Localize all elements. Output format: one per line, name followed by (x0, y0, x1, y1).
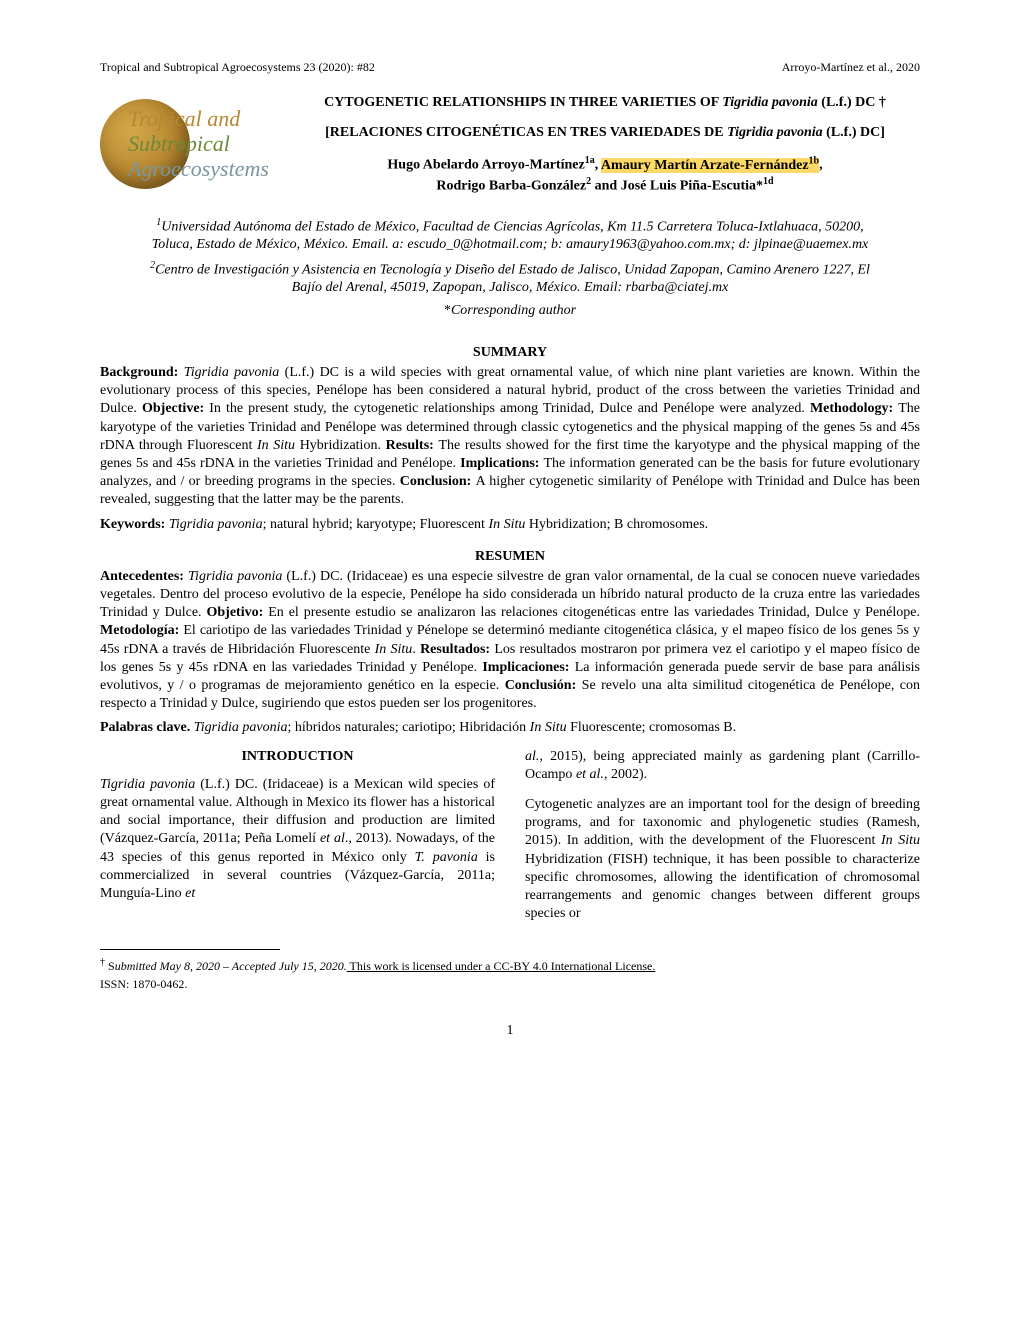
keywords-es: Palabras clave. Tigridia pavonia; híbrid… (100, 719, 920, 737)
running-header: Tropical and Subtropical Agroecosystems … (100, 60, 920, 76)
affiliation-2: 2Centro de Investigación y Asistencia en… (140, 259, 880, 298)
resumen-body: Antecedentes: Tigridia pavonia (L.f.) DC… (100, 568, 920, 714)
summary-heading: SUMMARY (100, 344, 920, 362)
intro-p1-cont: al., 2015), being appreciated mainly as … (525, 748, 920, 784)
intro-heading: INTRODUCTION (100, 748, 495, 766)
title-english: CYTOGENETIC RELATIONSHIPS IN THREE VARIE… (290, 94, 920, 112)
summary-body: Background: Tigridia pavonia (L.f.) DC i… (100, 364, 920, 510)
footnote-submission: † Submitted May 8, 2020 – Accepted July … (100, 956, 920, 975)
body-columns: INTRODUCTION Tigridia pavonia (L.f.) DC.… (100, 748, 920, 924)
keywords-en: Keywords: Tigridia pavonia; natural hybr… (100, 516, 920, 534)
intro-p2: Cytogenetic analyzes are an important to… (525, 796, 920, 923)
footnote-rule (100, 949, 280, 950)
author-ref: Arroyo-Martínez et al., 2020 (782, 60, 920, 76)
footnote-issn: ISSN: 1870-0462. (100, 977, 920, 993)
title-spanish: [RELACIONES CITOGENÉTICAS EN TRES VARIED… (290, 124, 920, 142)
corresponding-author: *Corresponding author (100, 302, 920, 320)
journal-logo: Tropical and Subtropical Agroecosystems (100, 94, 270, 204)
author-list: Hugo Abelardo Arroyo-Martínez1a, Amaury … (290, 154, 920, 196)
logo-text: Tropical and Subtropical Agroecosystems (128, 106, 269, 182)
journal-ref: Tropical and Subtropical Agroecosystems … (100, 60, 375, 76)
right-column: al., 2015), being appreciated mainly as … (525, 748, 920, 924)
title-section: Tropical and Subtropical Agroecosystems … (100, 94, 920, 204)
intro-p1: Tigridia pavonia (L.f.) DC. (Iridaceae) … (100, 776, 495, 903)
affiliation-1: 1Universidad Autónoma del Estado de Méxi… (140, 216, 880, 255)
page-number: 1 (100, 1022, 920, 1040)
resumen-heading: RESUMEN (100, 548, 920, 566)
left-column: INTRODUCTION Tigridia pavonia (L.f.) DC.… (100, 748, 495, 924)
